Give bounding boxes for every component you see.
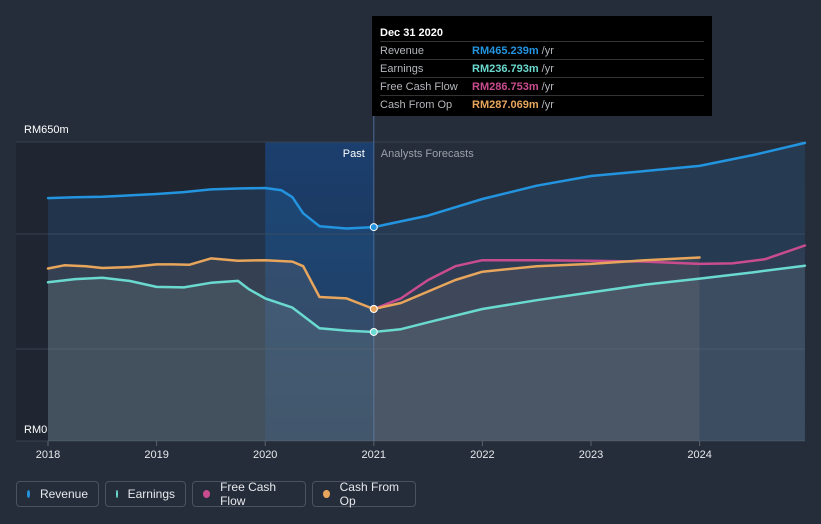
tooltip-rows: Revenue RM465.239m/yr Earnings RM236.793m/y… xyxy=(380,41,704,113)
legend-label: Free Cash Flow xyxy=(220,480,277,508)
area-free-cash-flow xyxy=(373,245,805,441)
tooltip-row-unit: /yr xyxy=(541,62,554,75)
tooltip-row-name: Cash From Op xyxy=(380,98,453,111)
forecast-label: Analysts Forecasts xyxy=(381,148,474,160)
tooltip-row: Free Cash Flow RM286.753m/yr xyxy=(380,77,704,95)
tooltip-row: Cash From Op RM287.069m/yr xyxy=(380,95,704,113)
x-tick-label: 2018 xyxy=(36,449,60,461)
legend-dot-icon xyxy=(203,490,211,498)
x-tick-label: 2019 xyxy=(144,449,168,461)
x-tick-label: 2024 xyxy=(687,449,711,461)
tooltip-row-value: RM236.793m xyxy=(472,62,539,75)
gridlines xyxy=(16,116,805,442)
area-earnings xyxy=(48,265,805,441)
legend: Revenue Earnings Free Cash Flow Cash From O… xyxy=(16,480,416,508)
series-lines xyxy=(46,141,807,334)
tooltip-row-name: Free Cash Flow xyxy=(380,80,458,93)
line-cash-from-op xyxy=(46,256,701,311)
legend-dot-icon xyxy=(116,490,118,498)
tooltip-row-value: RM465.239m xyxy=(472,44,539,57)
tooltip-row: Earnings RM236.793m/yr xyxy=(380,59,704,77)
x-tick-label: 2023 xyxy=(579,449,603,461)
line-revenue xyxy=(46,141,807,230)
tooltip-row-name: Revenue xyxy=(380,44,425,57)
series-areas xyxy=(48,142,805,441)
tooltip-row-unit: /yr xyxy=(541,80,554,93)
legend-dot-icon xyxy=(323,490,330,498)
legend-label: Revenue xyxy=(39,487,88,501)
y-axis-bottom-label: RM0 xyxy=(24,424,47,436)
x-tick-label: 2021 xyxy=(362,449,386,461)
legend-label: Cash From Op xyxy=(339,480,399,508)
legend-item-cash-from-op[interactable]: Cash From Op xyxy=(312,480,416,508)
tooltip-row-unit: /yr xyxy=(541,98,554,111)
past-label: Past xyxy=(343,148,365,160)
tooltip-row: Revenue RM465.239m/yr xyxy=(380,41,704,59)
line-free-cash-flow xyxy=(372,244,807,311)
marker-cash-from-op xyxy=(369,304,378,313)
x-tick-label: 2020 xyxy=(253,449,277,461)
tooltip: Dec 31 2020 Revenue RM465.239m/yr Earnings… xyxy=(372,16,712,116)
legend-item-earnings[interactable]: Earnings xyxy=(105,481,186,507)
tooltip-date: Dec 31 2020 xyxy=(380,27,443,39)
area-cash-from-op xyxy=(48,257,700,441)
legend-item-free-cash-flow[interactable]: Free Cash Flow xyxy=(192,480,306,508)
tooltip-row-value: RM286.753m xyxy=(472,80,539,93)
axis-labels: RM650m RM0 Past Analysts Forecasts 2018 2019 2… xyxy=(24,124,712,461)
tooltip-markers xyxy=(369,223,378,336)
marker-earnings xyxy=(369,327,378,336)
marker-revenue xyxy=(369,223,378,232)
tooltip-row-value: RM287.069m xyxy=(472,98,539,111)
legend-item-revenue[interactable]: Revenue xyxy=(16,481,99,507)
legend-label: Earnings xyxy=(127,487,175,501)
tooltip-row-unit: /yr xyxy=(541,44,554,57)
tooltip-row-name: Earnings xyxy=(380,62,424,75)
y-axis-top-label: RM650m xyxy=(24,124,69,136)
legend-dot-icon xyxy=(27,490,30,498)
x-tick-label: 2022 xyxy=(470,449,494,461)
line-earnings xyxy=(46,264,807,334)
